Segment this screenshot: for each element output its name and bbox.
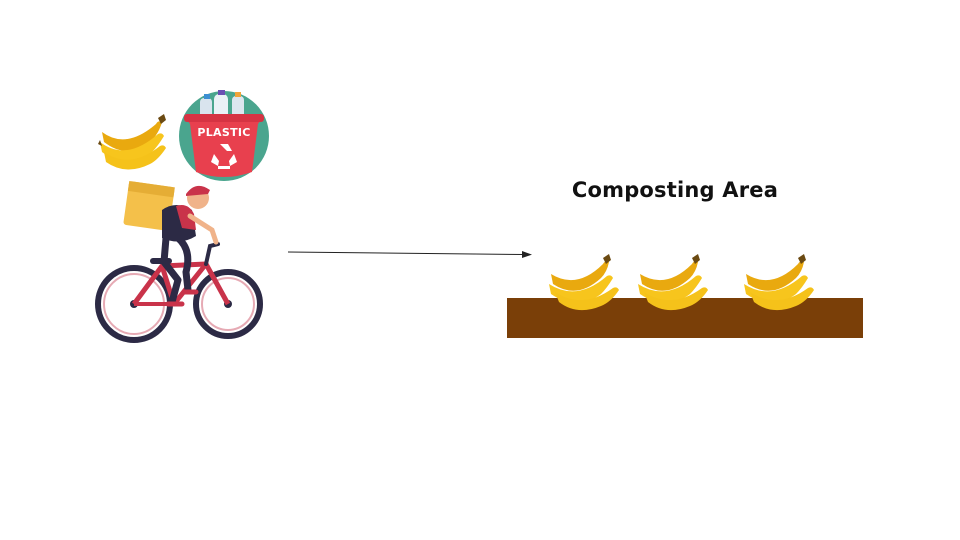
arrow-right-icon [287, 251, 532, 258]
plastic-recycling-bin-icon: PLASTIC [178, 90, 270, 182]
compost-banana-icon [742, 254, 816, 312]
carried-banana-icon [96, 112, 170, 172]
bin-label: PLASTIC [197, 126, 251, 139]
delivery-cyclist-icon [92, 180, 264, 346]
diagram-title: Composting Area [571, 178, 779, 202]
compost-banana-icon [636, 254, 710, 312]
compost-banana-icon [547, 254, 621, 312]
